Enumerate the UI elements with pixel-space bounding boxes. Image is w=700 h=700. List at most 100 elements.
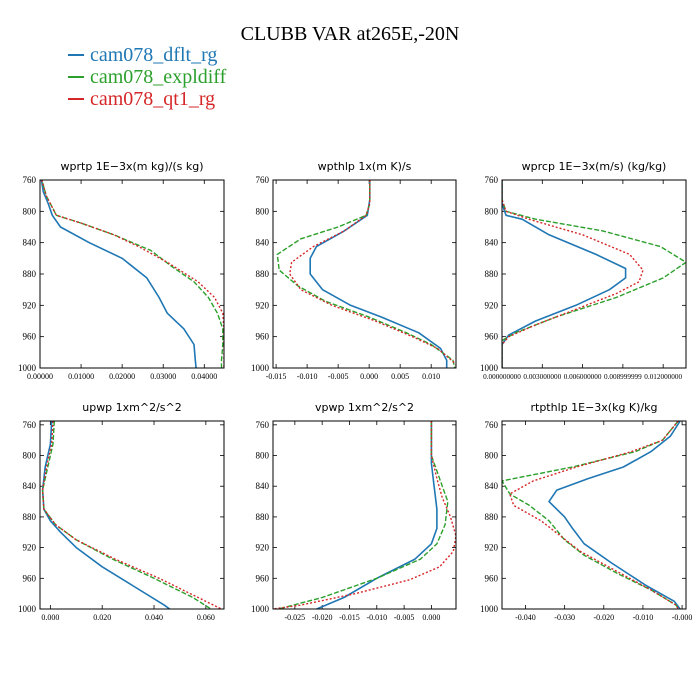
x-tick-label: -0.010	[633, 613, 654, 622]
chart-panel: wprcp 1E−3x(m/s) (kg/kg) 760 800 840 880 920 9…	[480, 160, 687, 381]
series-line-cam078_expldiff	[502, 421, 679, 609]
series-line-cam078_dflt_rg	[41, 421, 171, 609]
x-tick-label: 0.010	[422, 372, 440, 381]
plot-area	[502, 421, 681, 609]
series-line-cam078_expldiff	[41, 421, 212, 609]
x-tick-label: -0.005	[394, 613, 415, 622]
x-tick-label: 0.03000	[150, 372, 176, 381]
panel-frame	[39, 179, 225, 369]
plot-area	[273, 421, 456, 609]
x-tick-label: 0.040	[145, 613, 163, 622]
y-tick-label: 880	[256, 512, 270, 522]
chart-panel: wprtp 1E−3x(m kg)/(s kg) 760 800 840 880 920 9…	[18, 160, 225, 381]
y-tick-label: 920	[256, 300, 270, 310]
y-tick-label: 960	[23, 573, 37, 583]
series-line-cam078_qt1_rg	[41, 180, 224, 368]
series-line-cam078_qt1_rg	[289, 180, 456, 368]
x-tick-label: 0.060	[197, 613, 215, 622]
y-tick-label: 960	[256, 573, 270, 583]
y-tick-label: 960	[485, 332, 499, 342]
x-tick-label: 0.000	[41, 613, 59, 622]
y-tick-label: 840	[485, 481, 499, 491]
y-tick-label: 1000	[251, 604, 270, 614]
plot-area	[276, 180, 456, 368]
x-tick-label: 0.012000000	[644, 373, 682, 381]
panel-frame	[272, 420, 457, 610]
panel-frame	[501, 420, 687, 610]
panel-frame	[272, 179, 457, 369]
chart-panel: wpthlp 1x(m K)/s7608008408809209601000-0…	[251, 160, 457, 381]
y-tick-label: 840	[256, 481, 270, 491]
x-tick-label: 0.02000	[109, 372, 135, 381]
series-line-cam078_dflt_rg	[40, 180, 197, 368]
panel-title: rtpthlp 1E−3x(kg K)/kg	[530, 401, 657, 414]
y-tick-label: 920	[485, 543, 499, 553]
legend-label: cam078_dflt_rg	[90, 44, 217, 66]
legend-entry: cam078_qt1_rg	[68, 88, 215, 110]
plot-area	[502, 180, 686, 368]
y-tick-label: 880	[23, 269, 37, 279]
y-tick-label: 800	[485, 206, 499, 216]
plot-area	[40, 180, 224, 368]
x-tick-label: 0.006000000	[564, 373, 602, 381]
panel-title: upwp 1xm^2/s^2	[82, 401, 182, 414]
y-tick-label: 800	[256, 451, 270, 461]
x-tick-label: -0.020	[312, 613, 333, 622]
x-tick-label: 0.00000	[27, 372, 53, 381]
series-line-cam078_qt1_rg	[502, 180, 644, 368]
y-tick-label: 920	[23, 543, 37, 553]
legend-entry: cam078_dflt_rg	[68, 44, 217, 66]
x-tick-label: -0.040	[515, 613, 536, 622]
chart-panel: rtpthlp 1E−3x(kg K)/kg 760 800 840 880 920 960…	[480, 401, 692, 622]
legend-entry: cam078_expldiff	[68, 66, 227, 88]
legend-label: cam078_expldiff	[90, 66, 227, 88]
plot-area	[41, 421, 222, 609]
series-line-cam078_dflt_rg	[309, 180, 448, 368]
series-line-cam078_qt1_rg	[41, 421, 222, 609]
x-tick-label: 0.000000000	[483, 373, 521, 381]
x-tick-label: -0.030	[554, 613, 575, 622]
series-line-cam078_qt1_rg	[273, 421, 456, 609]
y-tick-label: 800	[23, 206, 37, 216]
x-tick-label: -0.020	[593, 613, 614, 622]
panels: wprtp 1E−3x(m kg)/(s kg) 760 800 840 880 920 9…	[18, 160, 692, 622]
y-tick-label: 920	[23, 300, 37, 310]
series-line-cam078_dflt_rg	[502, 180, 627, 368]
y-tick-label: 760	[256, 175, 270, 185]
x-tick-label: 0.01000	[68, 372, 94, 381]
figure-title: CLUBB VAR at265E,-20N	[241, 23, 460, 45]
y-tick-label: 880	[485, 512, 499, 522]
x-tick-label: 0.04000	[191, 372, 217, 381]
chart-panel: upwp 1xm^2/s^2 760 800 840 880 920 960 1000 0.00…	[18, 401, 225, 622]
y-tick-label: 1000	[18, 363, 37, 373]
x-tick-label: -0.015	[266, 372, 287, 381]
y-tick-label: 760	[485, 175, 499, 185]
y-tick-label: 840	[485, 238, 499, 248]
y-tick-label: 760	[23, 175, 37, 185]
x-tick-label: 0.003000000	[523, 373, 561, 381]
y-tick-label: 800	[485, 451, 499, 461]
x-tick-label: -0.010	[297, 372, 318, 381]
y-tick-label: 800	[256, 206, 270, 216]
x-tick-label: 0.000	[360, 372, 378, 381]
legend: cam078_dflt_rgcam078_expldiffcam078_qt1_…	[68, 44, 227, 110]
panel-title: vpwp 1xm^2/s^2	[315, 401, 414, 414]
panel-title: wprtp 1E−3x(m kg)/(s kg)	[61, 160, 204, 173]
x-tick-label: 0.005	[391, 372, 409, 381]
x-tick-label: 0.008999999	[604, 373, 642, 381]
x-tick-label: -0.025	[285, 613, 306, 622]
x-tick-label: 0.000	[422, 613, 440, 622]
y-tick-label: 1000	[480, 363, 499, 373]
panel-frame	[501, 179, 687, 369]
y-tick-label: 1000	[251, 363, 270, 373]
y-tick-label: 920	[256, 543, 270, 553]
y-tick-label: 840	[23, 238, 37, 248]
y-tick-label: 880	[485, 269, 499, 279]
series-line-cam078_expldiff	[41, 180, 224, 368]
series-line-cam078_expldiff	[276, 180, 456, 368]
y-tick-label: 1000	[18, 604, 37, 614]
legend-label: cam078_qt1_rg	[90, 88, 215, 110]
y-tick-label: 880	[23, 512, 37, 522]
